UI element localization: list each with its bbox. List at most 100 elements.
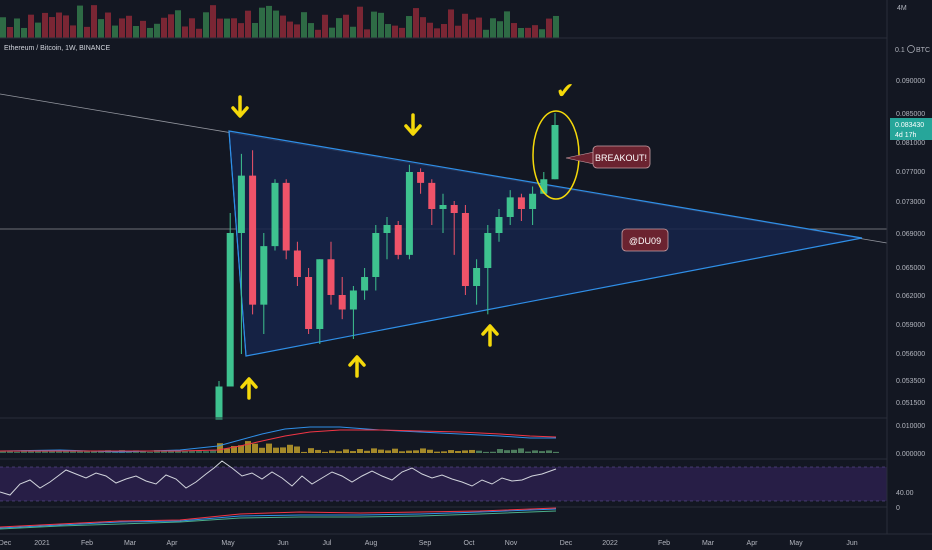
macd-histogram-bar [399, 451, 405, 453]
volume-bar [294, 24, 300, 38]
macd-histogram-bar [476, 450, 482, 453]
macd-histogram [0, 441, 559, 453]
volume-bar [469, 19, 475, 38]
volume-bar [287, 21, 293, 38]
volume-bar [343, 14, 349, 38]
volume-bar [455, 25, 461, 38]
macd-histogram-bar [175, 451, 181, 453]
candle [361, 268, 369, 300]
author-tag[interactable]: @DU09 [621, 228, 669, 252]
price-tick: 0.069000 [896, 231, 925, 238]
time-axis-label: Sep [419, 540, 432, 547]
candle [249, 150, 257, 315]
macd-histogram-bar [378, 449, 384, 453]
volume-bar [161, 17, 167, 38]
price-tick: 0.053500 [896, 378, 925, 385]
time-axis-label: Mar [702, 540, 715, 547]
volume-bar [91, 5, 97, 38]
macd-histogram-bar [294, 446, 300, 453]
time-axis-label: May [221, 540, 235, 547]
arrow-up-icon [481, 324, 499, 347]
macd-histogram-bar [301, 451, 307, 453]
volume-bar [546, 18, 552, 38]
macd-histogram-bar [203, 451, 209, 453]
author-label: @DU09 [629, 236, 661, 246]
volume-bar [350, 26, 356, 38]
macd-histogram-bar [392, 448, 398, 453]
candle [450, 201, 458, 255]
volume-bar [105, 12, 111, 39]
time-axis-label: 2022 [602, 540, 618, 547]
price-tick: 0.090000 [896, 78, 925, 85]
volume-bar [168, 14, 174, 38]
candle [529, 186, 537, 225]
volume-bars [0, 5, 559, 39]
candle [428, 179, 436, 225]
price-tick: 0.085000 [896, 111, 925, 118]
macd-histogram-bar [70, 450, 76, 453]
volume-bar [245, 10, 251, 38]
macd-histogram-bar [315, 449, 321, 453]
time-axis-label: Feb [81, 540, 93, 547]
macd-histogram-bar [406, 450, 412, 453]
macd-histogram-bar [56, 451, 62, 453]
macd-histogram-bar [182, 450, 188, 453]
svg-text:0.083430: 0.083430 [895, 122, 924, 129]
macd-histogram-bar [189, 450, 195, 453]
price-tick: 0.065000 [896, 265, 925, 272]
volume-bar [126, 15, 132, 38]
macd-histogram-bar [154, 450, 160, 453]
volume-bar [147, 27, 153, 38]
price-axis[interactable]: 0.1 BTC 0.090000 0.085000 0.081000 0.077… [890, 45, 932, 408]
oscillator-line-green [0, 510, 557, 530]
svg-text:BTC: BTC [916, 47, 930, 54]
volume-bar [364, 29, 370, 38]
btc-currency-tag: BTC [907, 45, 930, 54]
volume-bar [476, 17, 482, 38]
macd-histogram-bar [469, 449, 475, 453]
volume-bar [119, 18, 125, 38]
macd-histogram-bar [420, 448, 426, 453]
macd-histogram-bar [504, 450, 510, 453]
arrow-down-icon [231, 95, 249, 118]
volume-bar [252, 22, 258, 38]
breakout-callout[interactable]: BREAKOUT! [565, 145, 651, 169]
time-axis-label: Feb [658, 540, 670, 547]
candle [237, 153, 245, 354]
macd-histogram-bar [511, 449, 517, 453]
time-axis[interactable]: Dec 2021 Feb Mar Apr May Jun Jul Aug Sep Oct Nov Dec… [0, 540, 858, 547]
volume-bar [308, 23, 314, 38]
time-axis-label: Mar [124, 540, 137, 547]
rsi-band [0, 467, 887, 501]
triangle-left-edge [228, 130, 247, 357]
volume-bar [224, 18, 230, 38]
volume-bar [21, 27, 27, 38]
candle [506, 190, 514, 225]
volume-bar [266, 5, 272, 38]
macd-histogram-bar [147, 451, 153, 453]
macd-histogram-bar [140, 451, 146, 453]
macd-histogram-bar [280, 447, 286, 453]
candle [271, 179, 279, 251]
volume-bar [259, 7, 265, 38]
checkmark-icon: ✔ [556, 78, 574, 103]
volume-bar [434, 28, 440, 38]
volume-bar [28, 14, 34, 39]
volume-bar [532, 25, 538, 38]
rsi-line [0, 460, 557, 496]
volume-bar [49, 17, 55, 38]
macd-histogram-bar [77, 451, 83, 453]
volume-bar [231, 18, 237, 38]
macd-histogram-bar [217, 443, 223, 453]
candle [473, 259, 481, 305]
volume-bar [63, 15, 69, 39]
macd-histogram-bar [35, 451, 41, 453]
candle [349, 286, 357, 339]
macd-histogram-bar [168, 450, 174, 453]
macd-histogram-bar [245, 441, 251, 453]
macd-histogram-bar [553, 451, 559, 453]
macd-histogram-bar [14, 451, 20, 453]
volume-bar [336, 18, 342, 38]
macd-histogram-bar [441, 451, 447, 453]
